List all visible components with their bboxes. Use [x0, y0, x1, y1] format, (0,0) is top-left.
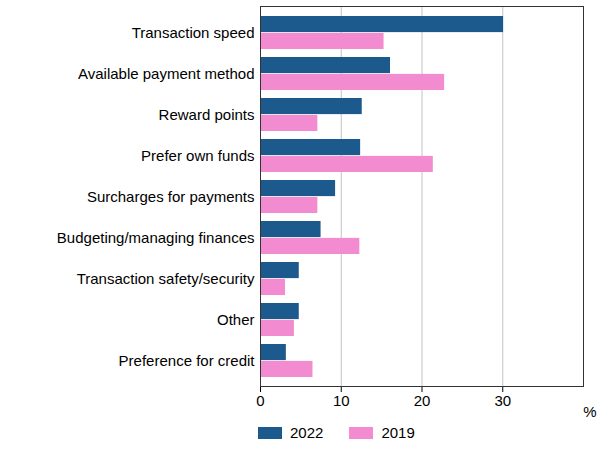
svg-text:Surcharges for payments: Surcharges for payments [87, 188, 255, 205]
html-text:2019: 2019 [381, 424, 415, 441]
svg-text:%: % [583, 403, 596, 420]
svg-text:10: 10 [333, 392, 350, 409]
svg-text:Budgeting/managing finances: Budgeting/managing finances [57, 229, 255, 246]
svg-text:Reward points: Reward points [159, 106, 255, 123]
svg-text:Transaction safety/security: Transaction safety/security [77, 270, 255, 287]
svg-text:0: 0 [256, 392, 264, 409]
svg-text:Other: Other [217, 311, 255, 328]
svg-text:Prefer own funds: Prefer own funds [141, 147, 254, 164]
svg-text:20: 20 [414, 392, 431, 409]
svg-text:Transaction speed: Transaction speed [132, 24, 255, 41]
svg-text:Preference for credit: Preference for credit [119, 352, 256, 369]
html-text:2022: 2022 [290, 424, 324, 441]
svg-text:30: 30 [494, 392, 511, 409]
svg-text:Available payment method: Available payment method [78, 65, 255, 82]
